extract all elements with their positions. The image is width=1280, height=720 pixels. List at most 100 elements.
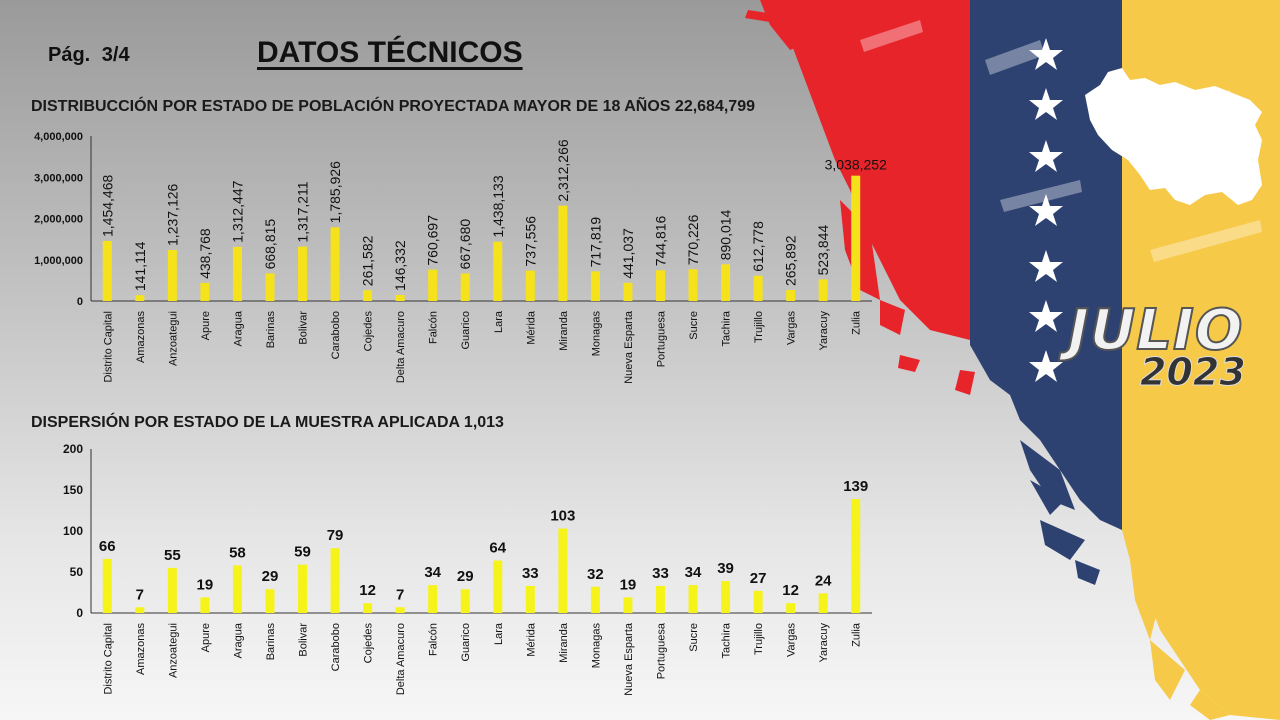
data-label: 24 — [815, 572, 832, 589]
bar-apure — [200, 282, 210, 301]
data-label: 1,438,133 — [490, 175, 506, 237]
x-category-label: Sucre — [688, 311, 700, 340]
y-tick-label: 1,000,000 — [34, 255, 83, 267]
data-label: 3,038,252 — [825, 157, 887, 173]
data-label: 667,680 — [457, 219, 473, 270]
bar-yaracuy — [818, 593, 828, 613]
bar-cojedes — [363, 290, 373, 301]
x-category-label: Lara — [493, 310, 505, 333]
bar-distrito-capital — [102, 558, 112, 613]
bar-amazonas — [135, 607, 145, 613]
data-label: 668,815 — [262, 219, 278, 270]
data-label: 770,226 — [685, 214, 701, 265]
data-label: 890,014 — [718, 209, 734, 260]
x-category-label: Falcón — [428, 623, 440, 656]
bar-zulia — [851, 499, 861, 613]
x-category-label: Mérida — [525, 622, 537, 657]
bar-falcón — [428, 585, 438, 613]
x-category-label: Zulia — [851, 310, 863, 335]
bar-barinas — [265, 273, 275, 301]
data-label: 441,037 — [620, 228, 636, 279]
bar-sucre — [688, 585, 698, 613]
bar-cojedes — [363, 603, 373, 613]
data-label: 1,237,126 — [164, 183, 180, 245]
data-label: 737,556 — [522, 216, 538, 267]
x-category-label: Barinas — [265, 311, 277, 349]
bar-tachira — [721, 264, 731, 301]
x-category-label: Nueva Esparta — [623, 622, 635, 696]
bar-nueva-esparta — [623, 597, 633, 613]
x-category-label: Nueva Esparta — [623, 310, 635, 384]
bar-falcón — [428, 269, 438, 301]
y-tick-label: 0 — [76, 606, 83, 620]
bar-nueva-esparta — [623, 282, 633, 301]
data-label: 33 — [522, 565, 539, 582]
data-label: 7 — [136, 586, 144, 603]
bar-portuguesa — [655, 270, 665, 301]
data-label: 141,114 — [132, 241, 148, 291]
bar-sucre — [688, 269, 698, 301]
x-category-label: Yaracuy — [818, 311, 830, 351]
x-category-label: Lara — [493, 622, 505, 645]
data-label: 64 — [489, 540, 506, 557]
data-label: 12 — [782, 582, 799, 599]
bar-aragua — [232, 246, 242, 301]
x-category-label: Portuguesa — [655, 310, 667, 367]
x-category-label: Vargas — [786, 623, 798, 658]
data-label: 58 — [229, 544, 246, 561]
y-tick-label: 4,000,000 — [34, 131, 83, 143]
x-category-label: Trujillo — [753, 311, 765, 343]
data-label: 103 — [550, 508, 575, 525]
bar-yaracuy — [818, 279, 828, 301]
x-category-label: Anzoategui — [167, 311, 179, 366]
bar-carabobo — [330, 548, 340, 613]
x-category-label: Cojedes — [363, 623, 375, 664]
data-label: 1,312,447 — [229, 180, 245, 242]
data-label: 1,317,211 — [295, 181, 311, 242]
y-tick-label: 2,000,000 — [34, 214, 83, 226]
bar-delta-amacuro — [395, 294, 405, 301]
y-tick-label: 200 — [63, 442, 83, 456]
bar-aragua — [232, 565, 242, 613]
bar-vargas — [786, 290, 796, 301]
x-category-label: Mérida — [525, 310, 537, 345]
x-category-label: Aragua — [232, 310, 244, 346]
bar-lara — [493, 560, 503, 613]
x-category-label: Amazonas — [135, 623, 147, 675]
data-label: 1,785,926 — [327, 161, 343, 223]
data-label: 29 — [457, 568, 474, 585]
month-badge: JULIO — [1067, 297, 1244, 364]
y-tick-label: 100 — [63, 524, 83, 538]
x-category-label: Bolivar — [298, 311, 310, 345]
x-category-label: Trujillo — [753, 623, 765, 655]
data-label: 32 — [587, 566, 604, 583]
bar-mérida — [525, 270, 535, 301]
x-category-label: Apure — [200, 623, 212, 652]
bar-distrito-capital — [102, 241, 112, 301]
x-category-label: Tachira — [721, 310, 733, 346]
x-category-label: Carabobo — [330, 623, 342, 671]
bar-trujillo — [753, 590, 763, 613]
data-label: 39 — [717, 560, 734, 577]
x-category-label: Sucre — [688, 623, 700, 652]
x-category-label: Delta Amacuro — [395, 311, 407, 383]
x-category-label: Delta Amacuro — [395, 623, 407, 695]
bar-delta-amacuro — [395, 607, 405, 613]
data-label: 523,844 — [815, 225, 831, 276]
bar-guarico — [460, 273, 470, 301]
data-label: 139 — [843, 478, 868, 495]
data-label: 717,819 — [587, 217, 603, 268]
bar-vargas — [786, 603, 796, 613]
venezuela-map-icon — [1085, 68, 1262, 205]
data-label: 760,697 — [425, 215, 441, 266]
x-category-label: Monagas — [590, 623, 602, 669]
page-number: Pág. 3/4 — [48, 44, 130, 66]
x-category-label: Anzoategui — [167, 623, 179, 678]
data-label: 19 — [620, 576, 637, 593]
data-label: 27 — [750, 570, 767, 587]
bar-lara — [493, 241, 503, 301]
x-category-label: Guarico — [460, 623, 472, 662]
page-title: DATOS TÉCNICOS — [257, 36, 523, 69]
